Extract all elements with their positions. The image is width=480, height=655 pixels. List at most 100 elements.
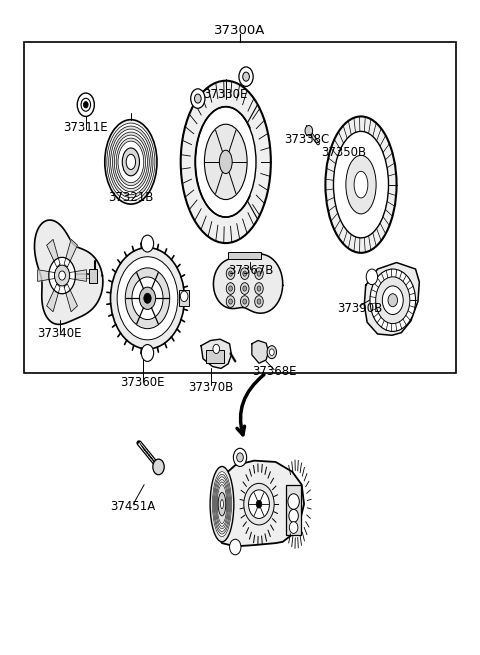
- Ellipse shape: [126, 155, 135, 170]
- Circle shape: [213, 345, 219, 354]
- Polygon shape: [214, 254, 283, 313]
- Text: 37300A: 37300A: [214, 24, 266, 37]
- Circle shape: [255, 295, 263, 307]
- Circle shape: [84, 102, 88, 108]
- Circle shape: [59, 271, 65, 280]
- Polygon shape: [47, 239, 60, 267]
- Polygon shape: [64, 239, 77, 267]
- Ellipse shape: [107, 123, 155, 200]
- Circle shape: [243, 72, 250, 81]
- Ellipse shape: [214, 474, 230, 534]
- Circle shape: [237, 453, 243, 462]
- Ellipse shape: [210, 466, 234, 542]
- Circle shape: [81, 98, 91, 111]
- Circle shape: [117, 257, 178, 340]
- Ellipse shape: [195, 107, 256, 217]
- Circle shape: [257, 299, 261, 304]
- Polygon shape: [364, 263, 420, 335]
- Circle shape: [125, 268, 170, 329]
- Bar: [206, 350, 224, 363]
- Polygon shape: [38, 270, 55, 282]
- Polygon shape: [201, 339, 231, 368]
- Circle shape: [240, 283, 249, 294]
- Ellipse shape: [213, 472, 231, 536]
- Bar: [228, 252, 261, 259]
- Text: 37451A: 37451A: [110, 500, 156, 513]
- Circle shape: [288, 494, 300, 510]
- Circle shape: [141, 235, 154, 252]
- Ellipse shape: [354, 172, 368, 198]
- Circle shape: [226, 295, 235, 307]
- Bar: [24, 42, 456, 373]
- Text: 37350B: 37350B: [321, 145, 366, 159]
- Ellipse shape: [118, 141, 144, 183]
- Circle shape: [226, 268, 235, 280]
- Ellipse shape: [325, 117, 396, 253]
- Ellipse shape: [220, 500, 223, 509]
- Polygon shape: [35, 220, 103, 324]
- Circle shape: [226, 283, 235, 294]
- Circle shape: [256, 500, 262, 508]
- Circle shape: [240, 295, 249, 307]
- Circle shape: [257, 271, 261, 276]
- Circle shape: [289, 521, 298, 533]
- Circle shape: [77, 93, 95, 117]
- Ellipse shape: [346, 155, 376, 214]
- Circle shape: [243, 286, 247, 291]
- Bar: [179, 290, 190, 306]
- Ellipse shape: [110, 129, 151, 195]
- Circle shape: [110, 248, 184, 349]
- Circle shape: [370, 269, 416, 331]
- Circle shape: [289, 510, 299, 522]
- Circle shape: [366, 269, 378, 285]
- Circle shape: [257, 286, 261, 291]
- Circle shape: [383, 286, 403, 314]
- Circle shape: [240, 268, 249, 280]
- Bar: [287, 485, 301, 535]
- Circle shape: [243, 271, 247, 276]
- Circle shape: [255, 283, 263, 294]
- Circle shape: [388, 293, 397, 307]
- Ellipse shape: [116, 138, 145, 185]
- Circle shape: [233, 448, 247, 466]
- Circle shape: [239, 67, 253, 86]
- Ellipse shape: [204, 124, 247, 200]
- Ellipse shape: [218, 493, 226, 516]
- Circle shape: [49, 257, 75, 293]
- Ellipse shape: [105, 120, 157, 204]
- Polygon shape: [64, 284, 77, 312]
- Text: 37311E: 37311E: [63, 121, 108, 134]
- Ellipse shape: [217, 485, 227, 523]
- Circle shape: [144, 293, 151, 303]
- Ellipse shape: [334, 132, 388, 238]
- Text: 37390B: 37390B: [337, 301, 382, 314]
- Polygon shape: [47, 284, 60, 312]
- Circle shape: [132, 277, 163, 320]
- Circle shape: [194, 94, 201, 103]
- Text: 37330E: 37330E: [204, 88, 248, 102]
- Circle shape: [191, 89, 205, 108]
- Ellipse shape: [216, 482, 228, 526]
- Circle shape: [229, 539, 241, 555]
- Ellipse shape: [216, 479, 228, 529]
- Text: 37340E: 37340E: [37, 328, 82, 341]
- Text: 37321B: 37321B: [108, 191, 154, 204]
- Circle shape: [228, 286, 232, 291]
- Ellipse shape: [112, 132, 149, 192]
- Circle shape: [228, 271, 232, 276]
- Ellipse shape: [122, 148, 140, 176]
- Text: 37360E: 37360E: [120, 376, 165, 389]
- Polygon shape: [70, 270, 86, 282]
- Ellipse shape: [109, 126, 153, 198]
- Text: 37368E: 37368E: [252, 365, 297, 378]
- Polygon shape: [212, 460, 304, 546]
- Polygon shape: [252, 341, 268, 364]
- Circle shape: [141, 345, 154, 362]
- Circle shape: [305, 126, 312, 136]
- Text: 37370B: 37370B: [188, 381, 233, 394]
- Ellipse shape: [114, 135, 147, 189]
- Circle shape: [255, 268, 263, 280]
- Circle shape: [55, 265, 70, 286]
- Circle shape: [267, 346, 276, 359]
- Circle shape: [243, 299, 247, 304]
